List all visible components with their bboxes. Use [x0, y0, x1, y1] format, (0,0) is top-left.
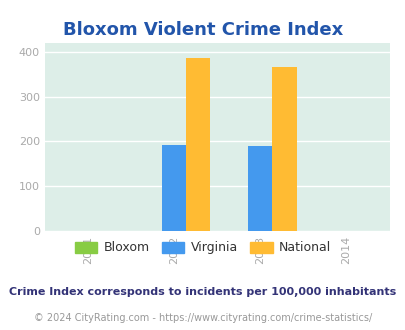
Legend: Bloxom, Virginia, National: Bloxom, Virginia, National [69, 236, 336, 259]
Bar [162, 145, 186, 231]
Bar [185, 58, 210, 231]
Text: Bloxom Violent Crime Index: Bloxom Violent Crime Index [63, 21, 342, 40]
Text: © 2024 CityRating.com - https://www.cityrating.com/crime-statistics/: © 2024 CityRating.com - https://www.city… [34, 314, 371, 323]
Text: Crime Index corresponds to incidents per 100,000 inhabitants: Crime Index corresponds to incidents per… [9, 287, 396, 297]
Bar [248, 147, 272, 231]
Bar [272, 67, 296, 231]
